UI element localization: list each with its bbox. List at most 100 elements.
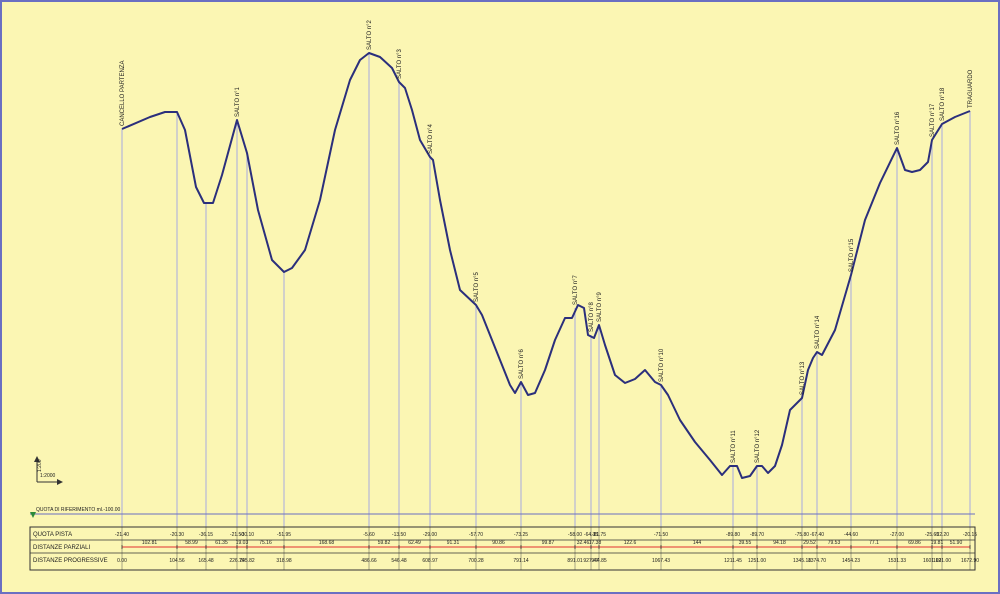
partial-value: 90.86 xyxy=(492,540,505,546)
quota-value: -89.80 xyxy=(726,532,740,538)
quota-value: -20.30 xyxy=(170,532,184,538)
quota-value: -29.00 xyxy=(423,532,437,538)
partial-value: 51.90 xyxy=(950,540,963,546)
progressive-value: 927.47 xyxy=(583,558,599,564)
partial-value: 19.81 xyxy=(931,540,944,546)
partial-value: 62.49 xyxy=(408,540,421,546)
partial-value: 75.16 xyxy=(259,540,272,546)
quota-value: -36.15 xyxy=(199,532,213,538)
partial-value: 168.68 xyxy=(319,540,335,546)
progressive-value: 226.79 xyxy=(229,558,245,564)
quota-value: -20.15 xyxy=(963,532,977,538)
station-label: SALTO n°1 xyxy=(235,86,241,117)
partial-value: 61.35 xyxy=(215,540,228,546)
station-label: TRAGUARDO xyxy=(968,69,974,108)
partial-value: 39.55 xyxy=(739,540,752,546)
partial-value: 91.31 xyxy=(447,540,460,546)
partial-value: 77.1 xyxy=(869,540,879,546)
vertical-scale: 1:200 xyxy=(37,459,43,472)
quota-value: -21.40 xyxy=(115,532,129,538)
scale-marker: 1:200 1:2000 xyxy=(34,456,63,485)
progressive-value: 1374.70 xyxy=(808,558,826,564)
station-label: SALTO n°5 xyxy=(474,271,480,302)
station-label: SALTO n°3 xyxy=(397,48,403,79)
quota-value: -58.00 xyxy=(568,532,582,538)
data-table: QUOTA PISTA DISTANZE PARZIALI DISTANZE P… xyxy=(29,526,976,571)
station-label: SALTO n°16 xyxy=(895,111,901,145)
station-label: SALTO n°4 xyxy=(428,123,434,154)
progressive-value: 165.48 xyxy=(198,558,214,564)
station-label: SALTO n°8 xyxy=(589,301,595,332)
station-label: SALTO n°17 xyxy=(930,103,936,137)
quota-value: -75.80 xyxy=(795,532,809,538)
partial-value: 122.6 xyxy=(624,540,637,546)
quota-value: -67.40 xyxy=(810,532,824,538)
station-label: SALTO n°13 xyxy=(800,361,806,395)
station-label: SALTO n°9 xyxy=(597,291,603,322)
quota-value: -73.25 xyxy=(514,532,528,538)
progressive-value: 700.28 xyxy=(468,558,484,564)
partial-value: 58.99 xyxy=(185,540,198,546)
quota-value: -64.35 xyxy=(584,532,598,538)
progressive-value: 486.66 xyxy=(361,558,377,564)
partial-value: 32.46 xyxy=(577,540,590,546)
quota-value: -61.75 xyxy=(592,532,606,538)
quota-value: -51.95 xyxy=(277,532,291,538)
partial-value: 94.18 xyxy=(773,540,786,546)
row-label: DISTANZE PROGRESSIVE xyxy=(33,558,108,564)
progressive-value: 0.00 xyxy=(117,558,127,564)
partial-value: 79.53 xyxy=(828,540,841,546)
progressive-value: 1345.18 xyxy=(793,558,811,564)
profile-line xyxy=(121,52,971,479)
station-label: SALTO n°11 xyxy=(731,430,737,463)
station-texts: CANCELLO PARTENZA -21.40 0.00 -20.30 104.56 -… xyxy=(115,19,979,564)
quota-value: -30.10 xyxy=(240,532,254,538)
quota-value: -13.50 xyxy=(392,532,406,538)
progressive-value: 546.48 xyxy=(391,558,407,564)
quota-value: -5.60 xyxy=(363,532,375,538)
row-label: DISTANZE PARZIALI xyxy=(33,545,90,551)
partial-value: 99.87 xyxy=(542,540,555,546)
station-lines xyxy=(121,53,971,570)
partial-value: 19.03 xyxy=(236,540,249,546)
partial-value: 102.81 xyxy=(142,540,158,546)
station-label: SALTO n°12 xyxy=(755,429,761,463)
progressive-value: 891.01 xyxy=(567,558,583,564)
partial-value: 17.38 xyxy=(589,540,602,546)
station-label: SALTO n°18 xyxy=(940,87,946,121)
quota-value: -89.70 xyxy=(750,532,764,538)
progressive-value: 944.85 xyxy=(591,558,607,564)
quota-value: -27.00 xyxy=(890,532,904,538)
quota-value: -21.50 xyxy=(230,532,244,538)
quota-value: -22.20 xyxy=(935,532,949,538)
horizontal-scale: 1:2000 xyxy=(40,473,56,479)
progressive-value: 1067.43 xyxy=(652,558,670,564)
partial-value: 144 xyxy=(693,540,702,546)
progressive-value: 1454.23 xyxy=(842,558,860,564)
progressive-value: 791.14 xyxy=(513,558,529,564)
station-label: CANCELLO PARTENZA xyxy=(120,61,126,126)
station-label: SALTO n°7 xyxy=(573,274,579,305)
station-label: SALTO n°10 xyxy=(659,348,665,382)
progressive-value: 245.82 xyxy=(239,558,255,564)
quota-value: -71.50 xyxy=(654,532,668,538)
progressive-value: 1621.00 xyxy=(933,558,951,564)
station-label: SALTO n°6 xyxy=(519,348,525,379)
progressive-value: 104.56 xyxy=(169,558,185,564)
quota-value: -44.60 xyxy=(844,532,858,538)
progressive-value: 608.97 xyxy=(422,558,438,564)
progressive-value: 1672.90 xyxy=(961,558,979,564)
reference-marker xyxy=(30,512,36,518)
station-label: SALTO n°15 xyxy=(849,238,855,272)
station-label: SALTO n°14 xyxy=(815,315,821,349)
progressive-value: 1251.00 xyxy=(748,558,766,564)
partial-value: 59.82 xyxy=(378,540,391,546)
reference-label: QUOTA DI RIFERIMENTO ml.-100.00 xyxy=(36,507,120,513)
row-label: QUOTA PISTA xyxy=(33,532,72,538)
quota-value: -57.70 xyxy=(469,532,483,538)
progressive-value: 1601.19 xyxy=(923,558,941,564)
progressive-value: 1211.45 xyxy=(724,558,742,564)
progressive-value: 1531.33 xyxy=(888,558,906,564)
